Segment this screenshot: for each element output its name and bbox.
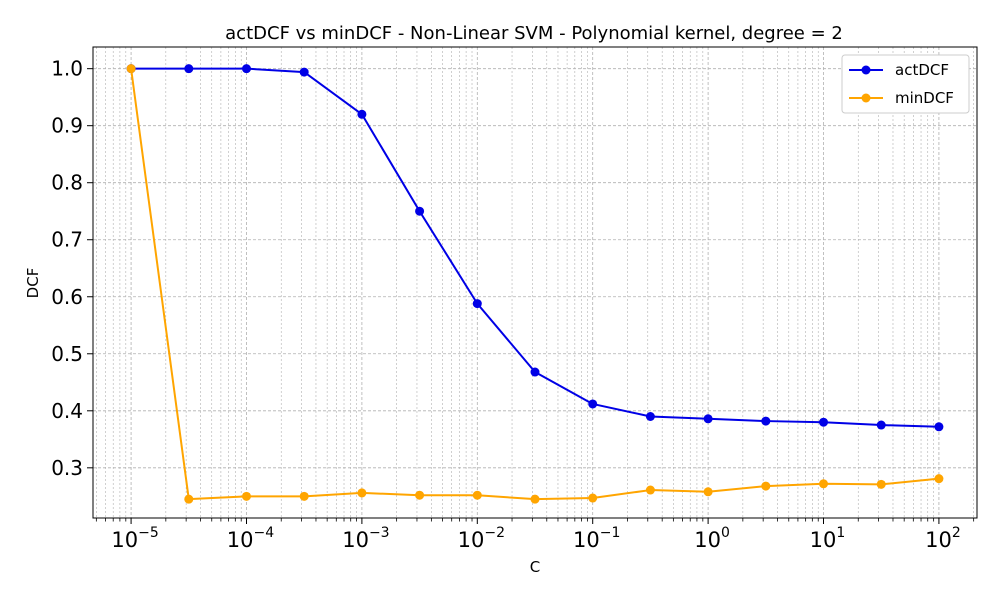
y-tick-label: 0.8 bbox=[51, 171, 83, 195]
data-point bbox=[934, 474, 944, 484]
data-point bbox=[357, 488, 367, 498]
legend: actDCF minDCF bbox=[841, 54, 970, 114]
y-tick-label: 0.4 bbox=[51, 399, 83, 423]
data-point bbox=[819, 417, 829, 427]
data-point bbox=[645, 412, 655, 422]
series-minDCF bbox=[126, 64, 944, 504]
data-point bbox=[530, 367, 540, 377]
x-tick-exponent: −1 bbox=[600, 525, 621, 541]
x-tick-exponent: −3 bbox=[369, 525, 390, 541]
data-point bbox=[472, 490, 482, 500]
x-tick-label: 10−4 bbox=[227, 525, 274, 552]
data-point bbox=[184, 64, 194, 74]
data-point bbox=[703, 414, 713, 424]
data-point bbox=[588, 493, 598, 503]
legend-label: minDCF bbox=[895, 89, 954, 107]
x-tick-base: 10 bbox=[227, 528, 254, 552]
y-axis-ticks: 0.3 0.4 0.5 0.6 0.7 0.8 0.9 1.0 bbox=[51, 57, 93, 480]
grid bbox=[93, 47, 977, 518]
legend-marker bbox=[861, 93, 871, 103]
x-tick-exponent: −4 bbox=[254, 525, 275, 541]
data-point bbox=[703, 487, 713, 497]
x-tick-exponent: −5 bbox=[138, 525, 159, 541]
x-tick-exponent: 2 bbox=[952, 525, 961, 541]
x-tick-exponent: 1 bbox=[836, 525, 845, 541]
x-tick-base: 10 bbox=[694, 528, 721, 552]
y-tick-label: 0.7 bbox=[51, 228, 83, 252]
data-point bbox=[934, 422, 944, 432]
y-tick-label: 0.6 bbox=[51, 285, 83, 309]
data-point bbox=[588, 399, 598, 409]
x-tick-label: 10−5 bbox=[111, 525, 158, 552]
x-tick-label: 101 bbox=[810, 525, 846, 552]
data-point bbox=[819, 479, 829, 489]
data-point bbox=[876, 479, 886, 489]
data-point bbox=[530, 494, 540, 504]
x-axis-ticks: 10−5 10−4 10−3 10−2 10−1 100 101 102 bbox=[95, 518, 975, 552]
data-point bbox=[299, 67, 309, 77]
data-point bbox=[241, 491, 251, 501]
y-axis-label: DCF bbox=[24, 268, 42, 299]
x-tick-label: 100 bbox=[694, 525, 730, 552]
data-point bbox=[876, 420, 886, 430]
x-tick-base: 10 bbox=[573, 528, 600, 552]
x-tick-base: 10 bbox=[810, 528, 837, 552]
x-tick-exponent: 0 bbox=[721, 525, 730, 541]
data-point bbox=[645, 485, 655, 495]
chart-title: actDCF vs minDCF - Non-Linear SVM - Poly… bbox=[225, 23, 843, 44]
series-layer bbox=[126, 64, 944, 504]
x-tick-exponent: −2 bbox=[484, 525, 505, 541]
x-tick-base: 10 bbox=[111, 528, 138, 552]
legend-label: actDCF bbox=[895, 61, 949, 79]
data-point bbox=[357, 109, 367, 119]
x-tick-label: 10−2 bbox=[458, 525, 505, 552]
x-tick-base: 10 bbox=[458, 528, 485, 552]
x-tick-base: 10 bbox=[342, 528, 369, 552]
data-point bbox=[415, 206, 425, 216]
x-tick-label: 10−3 bbox=[342, 525, 389, 552]
y-tick-label: 0.3 bbox=[51, 456, 83, 480]
data-point bbox=[472, 299, 482, 309]
legend-marker bbox=[861, 65, 871, 75]
x-tick-base: 10 bbox=[925, 528, 952, 552]
x-tick-label: 102 bbox=[925, 525, 961, 552]
data-point bbox=[299, 491, 309, 501]
y-tick-label: 0.5 bbox=[51, 342, 83, 366]
data-point bbox=[761, 416, 771, 426]
plot-frame bbox=[92, 46, 978, 519]
data-point bbox=[126, 64, 136, 74]
data-point bbox=[184, 494, 194, 504]
x-tick-label: 10−1 bbox=[573, 525, 620, 552]
data-point bbox=[761, 481, 771, 491]
y-tick-label: 1.0 bbox=[51, 57, 83, 81]
data-point bbox=[415, 490, 425, 500]
data-point bbox=[241, 64, 251, 74]
x-axis-label: C bbox=[530, 558, 540, 576]
y-tick-label: 0.9 bbox=[51, 114, 83, 138]
